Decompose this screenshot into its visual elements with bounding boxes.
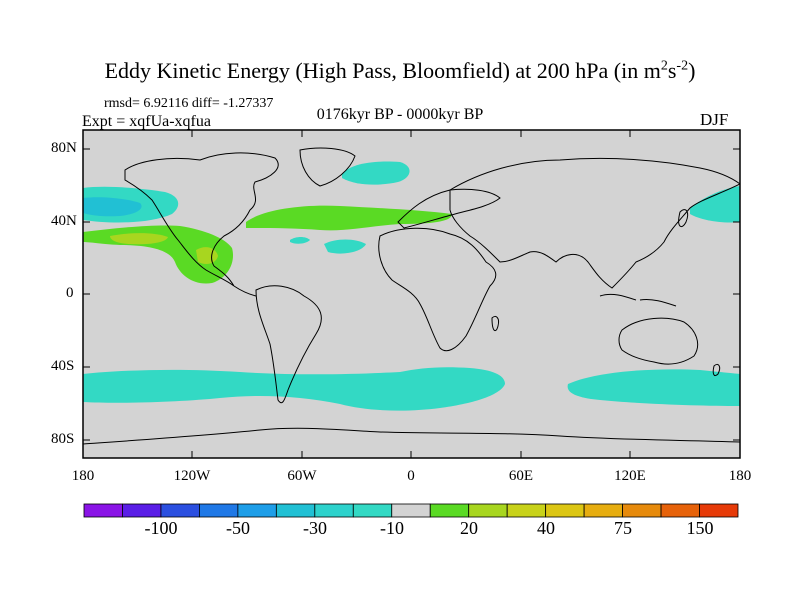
colorbar-box — [122, 503, 162, 518]
x-tick-label: 60W — [287, 468, 317, 484]
colorbar-label: 20 — [460, 518, 478, 538]
x-tick-label: 120E — [614, 468, 646, 484]
colorbar-box — [468, 503, 508, 518]
experiment-label: Expt = xqfUa-xqfua — [82, 113, 211, 130]
x-tick-label: 180 — [728, 468, 752, 484]
anomaly-subtropical-east-pacific-core — [110, 233, 168, 245]
colorbar-box — [660, 503, 700, 518]
anomaly-north-pacific-core — [83, 197, 142, 217]
colorbar-label: 150 — [686, 518, 714, 538]
colorbar-box — [314, 503, 354, 518]
anomaly-greenland-sea — [342, 161, 410, 185]
colorbar — [83, 503, 739, 518]
colorbar-label: -30 — [303, 518, 327, 538]
y-tick-label: 80S — [51, 431, 75, 447]
colorbar-box — [83, 503, 123, 518]
y-tick-label: 40N — [51, 213, 77, 229]
anomaly-subtropical-north-atlantic-2 — [324, 239, 366, 254]
anomaly-southern-ocean-west — [83, 367, 505, 411]
colorbar-box — [391, 503, 431, 518]
colorbar-box — [352, 503, 393, 518]
colorbar-box — [622, 503, 662, 518]
colorbar-box — [429, 503, 470, 518]
colorbar-label: 75 — [614, 518, 632, 538]
anomaly-southern-ocean-east — [567, 369, 740, 406]
colorbar-box — [275, 503, 316, 518]
colorbar-box — [545, 503, 585, 518]
colorbar-box — [699, 503, 739, 518]
colorbar-box — [160, 503, 200, 518]
anomaly-subtropical-north-atlantic — [290, 237, 310, 244]
y-ticks — [83, 148, 740, 441]
stats-text: rmsd= 6.92116 diff= -1.27337 — [104, 96, 274, 111]
anomaly-north-atlantic — [246, 205, 452, 231]
colorbar-box — [199, 503, 239, 518]
x-tick-label: 0 — [407, 468, 415, 484]
period-label: 0176kyr BP - 0000kyr BP — [316, 106, 484, 123]
season-label: DJF — [700, 110, 729, 129]
anomaly-north-pacific-east — [690, 186, 740, 223]
colorbar-box — [237, 503, 277, 518]
x-ticks — [82, 130, 741, 458]
colorbar-label: -100 — [144, 518, 178, 538]
y-tick-label: 0 — [66, 285, 74, 301]
x-tick-label: 120W — [173, 468, 211, 484]
plot-title: Eddy Kinetic Energy (High Pass, Bloomfie… — [104, 58, 696, 83]
coastlines — [83, 147, 740, 445]
y-tick-label: 40S — [51, 358, 75, 374]
y-tick-label: 80N — [51, 140, 77, 156]
colorbar-label: 40 — [537, 518, 555, 538]
colorbar-box — [583, 503, 623, 518]
x-tick-label: 180 — [71, 468, 95, 484]
colorbar-label: -50 — [226, 518, 250, 538]
colorbar-box — [506, 503, 547, 518]
x-tick-label: 60E — [508, 468, 534, 484]
colorbar-label: -10 — [380, 518, 404, 538]
